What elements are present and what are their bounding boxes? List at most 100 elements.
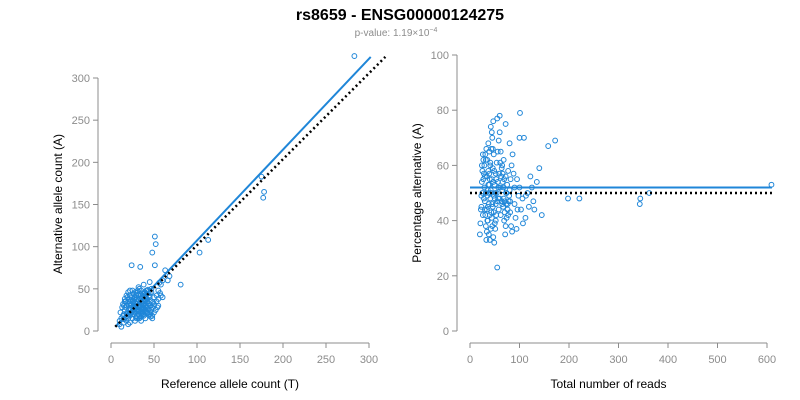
data-point [509, 151, 516, 158]
right-x-axis-title: Total number of reads [550, 377, 666, 391]
data-point [123, 292, 130, 299]
data-point [565, 195, 571, 202]
right-x-tick-label: 0 [467, 354, 473, 366]
data-point [482, 156, 489, 163]
left-x-tick-label: 50 [148, 354, 160, 366]
data-point [495, 137, 502, 144]
data-point [526, 203, 532, 210]
data-point [514, 176, 520, 183]
data-point [502, 121, 509, 127]
right-y-tick-label: 20 [437, 271, 449, 283]
data-point [140, 311, 147, 318]
right-y-tick-label: 60 [437, 160, 449, 172]
data-point [121, 296, 128, 302]
data-point [538, 212, 545, 218]
data-point [127, 300, 133, 307]
data-point [478, 203, 485, 210]
data-point [151, 233, 158, 240]
data-point [480, 156, 487, 163]
data-point [479, 151, 486, 158]
data-point [522, 214, 529, 221]
data-point [480, 195, 487, 202]
right-x-tick-label: 300 [609, 354, 627, 366]
data-point [500, 156, 507, 163]
data-point [504, 206, 511, 213]
data-point [502, 173, 509, 180]
data-point [503, 190, 510, 196]
data-point [483, 237, 490, 243]
data-point [636, 201, 643, 207]
data-point [133, 314, 139, 321]
data-point [146, 279, 153, 285]
data-point [151, 301, 157, 307]
data-point [533, 179, 540, 185]
data-point [119, 304, 126, 311]
data-point [506, 140, 513, 147]
data-point [481, 173, 488, 180]
data-point [477, 206, 484, 213]
right-y-axis-title: Percentage alternative (A) [410, 123, 424, 262]
data-point [479, 168, 486, 174]
data-point [484, 192, 491, 199]
data-point [135, 284, 142, 291]
data-point [492, 217, 499, 224]
data-point [517, 110, 523, 116]
data-point [497, 212, 504, 218]
data-point [516, 134, 523, 141]
data-point [493, 176, 500, 183]
data-point [552, 137, 559, 144]
data-point [128, 262, 135, 269]
data-point [491, 220, 498, 227]
data-point [498, 198, 505, 205]
data-point [488, 209, 495, 216]
data-point [351, 53, 358, 59]
data-point [510, 170, 517, 177]
data-point [514, 206, 521, 213]
data-point [489, 165, 496, 172]
right-x-tick-label: 100 [510, 354, 528, 366]
data-point [480, 176, 487, 183]
data-point [501, 176, 508, 183]
data-point [490, 209, 497, 216]
data-point [494, 115, 501, 122]
data-point [576, 195, 583, 202]
data-point [495, 195, 502, 202]
data-point [478, 179, 485, 185]
data-point [483, 145, 490, 152]
data-point [159, 294, 166, 301]
subtitle-exponent: −4 [429, 27, 437, 34]
left-x-axis-title: Reference allele count (T) [161, 377, 299, 391]
right-x-tick-label: 200 [560, 354, 578, 366]
data-point [507, 176, 514, 183]
data-point [490, 151, 497, 158]
data-point [117, 309, 124, 316]
left-y-tick-label: 250 [72, 115, 90, 127]
left-x-tick-label: 300 [360, 354, 378, 366]
data-point [481, 198, 488, 205]
data-point [127, 287, 133, 294]
left-y-tick-label: 100 [72, 242, 90, 254]
right-y-tick-label: 100 [431, 50, 449, 62]
data-point [485, 201, 492, 207]
data-point [495, 206, 502, 213]
data-point [482, 151, 489, 158]
data-point [127, 319, 133, 326]
data-point [491, 168, 498, 174]
left-x-tick-label: 250 [317, 354, 335, 366]
data-point [128, 294, 135, 301]
data-point [205, 237, 212, 243]
data-point [511, 201, 518, 207]
data-point [502, 223, 509, 230]
data-point [505, 168, 512, 174]
data-point [147, 313, 154, 320]
data-point [496, 129, 503, 136]
data-point [509, 228, 515, 235]
left-x-tick-label: 0 [108, 354, 114, 366]
data-point [120, 301, 126, 307]
data-point [260, 194, 267, 201]
data-point [490, 234, 497, 241]
data-point [149, 249, 156, 256]
left-y-tick-label: 300 [72, 73, 90, 85]
data-point [489, 145, 496, 152]
